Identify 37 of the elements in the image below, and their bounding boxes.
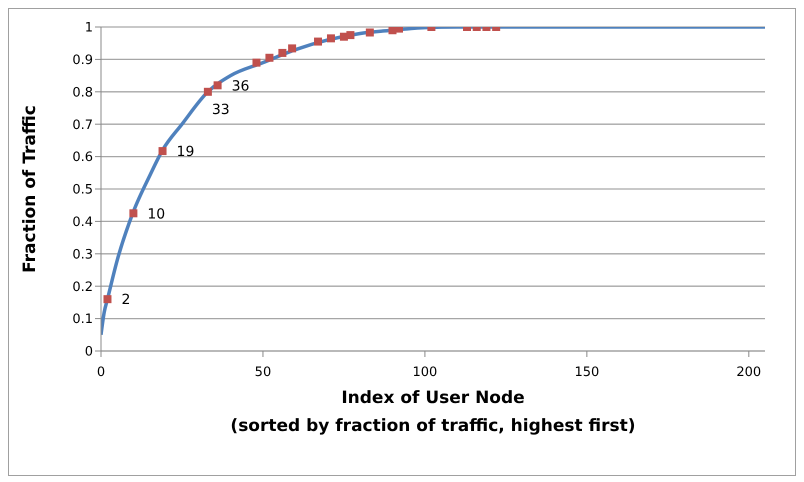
y-axis-title: Fraction of Traffic <box>20 105 40 273</box>
point <box>288 44 296 52</box>
y-tick-label: 0.1 <box>72 312 93 328</box>
annotation: 10 <box>147 206 166 222</box>
point <box>278 48 286 57</box>
x-tick-label: 200 <box>736 365 762 380</box>
point <box>265 54 274 62</box>
point <box>129 209 138 218</box>
y-tick-label: 0.5 <box>72 182 93 198</box>
y-tick-label: 0 <box>84 344 93 360</box>
point <box>366 28 374 37</box>
y-tick-label: 0.6 <box>72 150 93 166</box>
point <box>326 34 335 42</box>
point <box>158 147 167 156</box>
line-series <box>101 27 765 337</box>
annotation: 33 <box>212 102 230 118</box>
y-tick-label: 1 <box>84 20 93 36</box>
annotation: 19 <box>176 144 194 160</box>
point <box>314 38 322 46</box>
point <box>252 58 260 67</box>
point <box>103 295 112 304</box>
x-tick-label: 100 <box>412 365 438 380</box>
x-axis-title: Index of User Node (sorted by fraction of traffic, highest first) <box>230 388 636 436</box>
point <box>214 81 222 90</box>
point <box>204 88 212 96</box>
y-tick-label: 0.3 <box>72 247 93 262</box>
y-tick-label: 0.7 <box>72 118 93 133</box>
annotation: 2 <box>121 292 130 308</box>
x-tick-label: 150 <box>574 365 600 380</box>
y-tick-label: 0.8 <box>72 85 93 100</box>
x-tick-label: 50 <box>254 365 272 380</box>
point <box>346 31 354 40</box>
annotation: 36 <box>232 78 250 94</box>
y-tick-label: 0.9 <box>72 53 93 68</box>
x-tick-label: 0 <box>96 365 106 380</box>
y-tick-label: 0.4 <box>72 215 93 230</box>
y-tick-label: 0.2 <box>72 280 93 295</box>
